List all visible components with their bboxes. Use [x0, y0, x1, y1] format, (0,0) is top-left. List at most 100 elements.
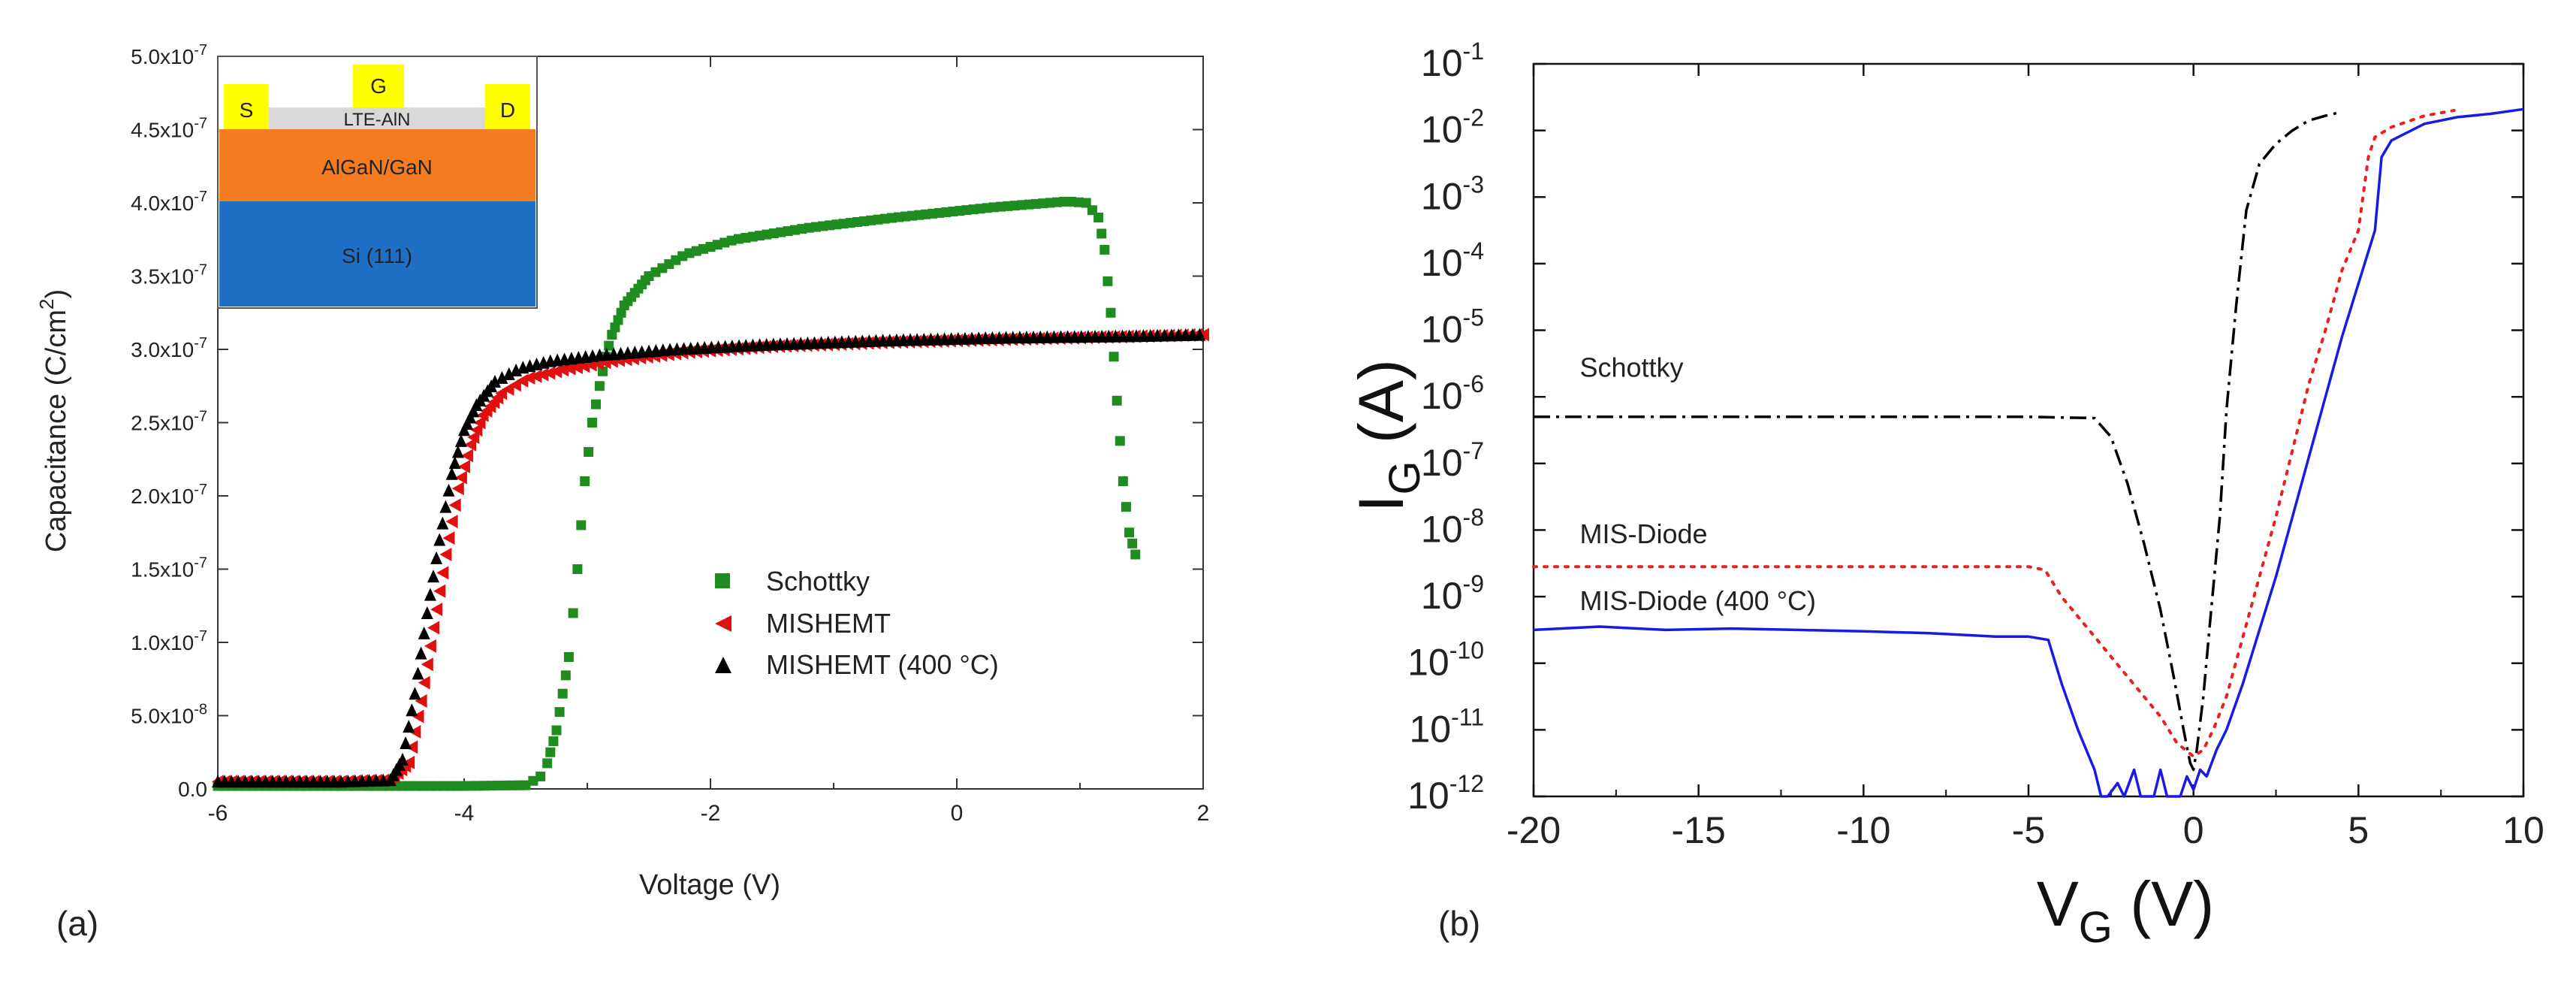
data-point — [448, 456, 461, 470]
data-point — [427, 621, 439, 635]
data-point — [430, 551, 443, 564]
data-point — [430, 603, 443, 617]
data-point — [436, 566, 449, 580]
y-tick-label: 10-10 — [1407, 637, 1484, 684]
data-point — [560, 670, 571, 681]
panel-b-axes: -20 -15 -10 -5 0 5 10 10-1 10-2 10-3 10-4 10-5 10-6 1… — [1407, 38, 2544, 851]
series-line-schottky — [1534, 110, 2342, 772]
inset-barrier-layer — [219, 129, 535, 201]
x-tick-label: -20 — [1507, 809, 1561, 851]
data-point — [551, 725, 562, 736]
x-tick-label: 0 — [951, 801, 964, 826]
data-point — [543, 366, 556, 380]
data-point — [1193, 328, 1206, 341]
data-point — [563, 652, 574, 662]
data-point — [1093, 213, 1104, 222]
data-point — [1121, 502, 1131, 512]
data-point — [520, 780, 531, 790]
data-point — [445, 467, 458, 480]
series-label-mis-diode-400: MIS-Diode (400 °C) — [1580, 585, 1817, 616]
legend-marker-mishemt — [715, 615, 731, 632]
data-point — [545, 747, 556, 757]
x-tick-label: -10 — [1836, 809, 1890, 851]
y-tick-label: 5.0x10-7 — [131, 42, 207, 68]
series-label-mis-diode: MIS-Diode — [1580, 518, 1708, 549]
data-point — [568, 608, 578, 618]
data-point — [412, 709, 424, 724]
data-point — [442, 531, 455, 545]
data-point — [584, 447, 594, 457]
y-tick-label: 10-9 — [1421, 570, 1484, 617]
data-point — [1106, 307, 1116, 318]
data-point — [528, 775, 538, 786]
legend-label-mishemt: MISHEMT — [766, 608, 891, 639]
data-point — [563, 361, 576, 376]
data-point — [590, 399, 601, 409]
y-tick-label: 1.0x10-7 — [131, 628, 207, 654]
x-tick-label: -15 — [1672, 809, 1726, 851]
series-mishemt-400-c — [212, 328, 1206, 788]
data-point — [461, 449, 474, 463]
data-point — [421, 606, 433, 619]
y-tick-label: 10-1 — [1421, 38, 1484, 84]
data-point — [433, 533, 446, 546]
y-tick-label: 10-6 — [1421, 370, 1484, 417]
panel-a-marks — [212, 196, 1209, 791]
x-tick-label: -2 — [701, 801, 721, 826]
y-tick-label: 10-4 — [1421, 237, 1484, 284]
inset-gate-label: G — [370, 74, 387, 98]
legend-marker-mishemt-400 — [715, 657, 731, 673]
inset-drain-contact — [485, 84, 530, 129]
y-tick-label: 0.0 — [178, 778, 207, 801]
data-point — [1118, 476, 1128, 486]
y-tick-label: 10-12 — [1407, 770, 1484, 817]
data-point — [548, 736, 559, 747]
data-point — [550, 364, 563, 379]
x-tick-label: -6 — [208, 801, 228, 826]
data-point — [439, 500, 452, 513]
panel-b-y-axis-label: IG (A) — [1346, 359, 1429, 512]
panel-b-series-labels: Schottky MIS-Diode MIS-Diode (400 °C) — [1580, 352, 1817, 616]
data-point — [1102, 276, 1113, 286]
panel-b: -20 -15 -10 -5 0 5 10 10-1 10-2 10-3 10-4 10-5 10-6 1… — [1346, 38, 2544, 952]
data-point — [1099, 244, 1110, 255]
x-tick-label: 5 — [2348, 809, 2369, 851]
data-point — [594, 381, 605, 391]
series-line-mis-diode — [1532, 109, 2456, 758]
legend-marker-schottky — [715, 573, 730, 588]
data-point — [587, 418, 598, 428]
inset-source-contact — [224, 84, 269, 129]
data-point — [1124, 527, 1135, 538]
inset-barrier-label: AlGaN/GaN — [321, 156, 433, 179]
data-point — [436, 516, 449, 530]
data-point — [598, 366, 608, 376]
data-point — [448, 498, 461, 512]
data-point — [529, 369, 542, 383]
data-point — [557, 363, 569, 377]
y-tick-label: 2.5x10-7 — [131, 409, 207, 435]
panel-b-plot-frame — [1532, 62, 2525, 798]
data-point — [496, 370, 508, 384]
data-point — [433, 584, 446, 598]
series-line-mis-diode-400-c — [1533, 107, 2524, 798]
panel-a-axes: -6 -4 -2 0 2 0.0 5.0x10-8 1.0x10-7 1.5x10-7 2.0x1… — [131, 42, 1209, 826]
y-tick-label: 3.0x10-7 — [131, 335, 207, 361]
panel-a-legend: Schottky MISHEMT MISHEMT (400 °C) — [715, 566, 999, 680]
y-tick-label: 10-8 — [1421, 503, 1484, 550]
y-tick-label: 5.0x10-8 — [131, 702, 207, 728]
panel-a-label: (a) — [56, 904, 98, 943]
panel-b-series — [1532, 107, 2524, 798]
data-point — [418, 626, 430, 639]
panel-b-label: (b) — [1438, 904, 1480, 943]
data-point — [409, 724, 421, 739]
data-point — [1115, 436, 1125, 446]
data-point — [451, 482, 464, 496]
data-point — [409, 687, 421, 700]
data-point — [454, 470, 467, 485]
inset-dielectric-layer — [269, 107, 485, 129]
x-tick-label: 10 — [2502, 809, 2544, 851]
data-point — [424, 588, 436, 601]
y-tick-label: 10-7 — [1421, 437, 1484, 484]
data-point — [554, 707, 565, 718]
